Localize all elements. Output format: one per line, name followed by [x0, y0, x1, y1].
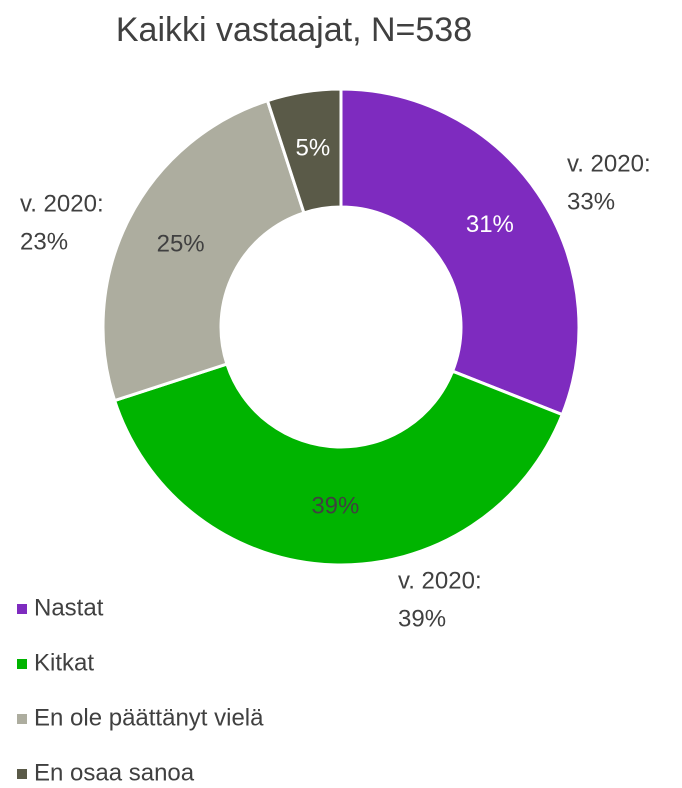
data-label: 39% [311, 492, 359, 519]
legend-swatch [17, 604, 27, 614]
legend-swatch [17, 769, 27, 779]
donut-slice [339, 87, 581, 417]
data-label: 31% [466, 211, 514, 238]
data-label: 25% [157, 231, 205, 258]
annotation: v. 2020: [567, 150, 651, 177]
data-label: 5% [295, 135, 330, 162]
donut-slice [265, 87, 343, 215]
legend-swatch [17, 714, 27, 724]
annotation: v. 2020: [20, 190, 104, 217]
donut-slice [101, 98, 306, 403]
annotation: v. 2020: [398, 567, 482, 594]
legend-swatch [17, 659, 27, 669]
legend-label: En osaa sanoa [34, 759, 195, 786]
legend-label: Nastat [34, 594, 104, 621]
legend-label: En ole päättänyt vielä [34, 704, 264, 731]
annotation: 23% [20, 228, 68, 255]
annotation: 39% [398, 605, 446, 632]
donut-slice [112, 362, 565, 567]
legend-label: Kitkat [34, 649, 94, 676]
annotation: 33% [567, 188, 615, 215]
chart-title: Kaikki vastaajat, N=538 [116, 11, 472, 49]
